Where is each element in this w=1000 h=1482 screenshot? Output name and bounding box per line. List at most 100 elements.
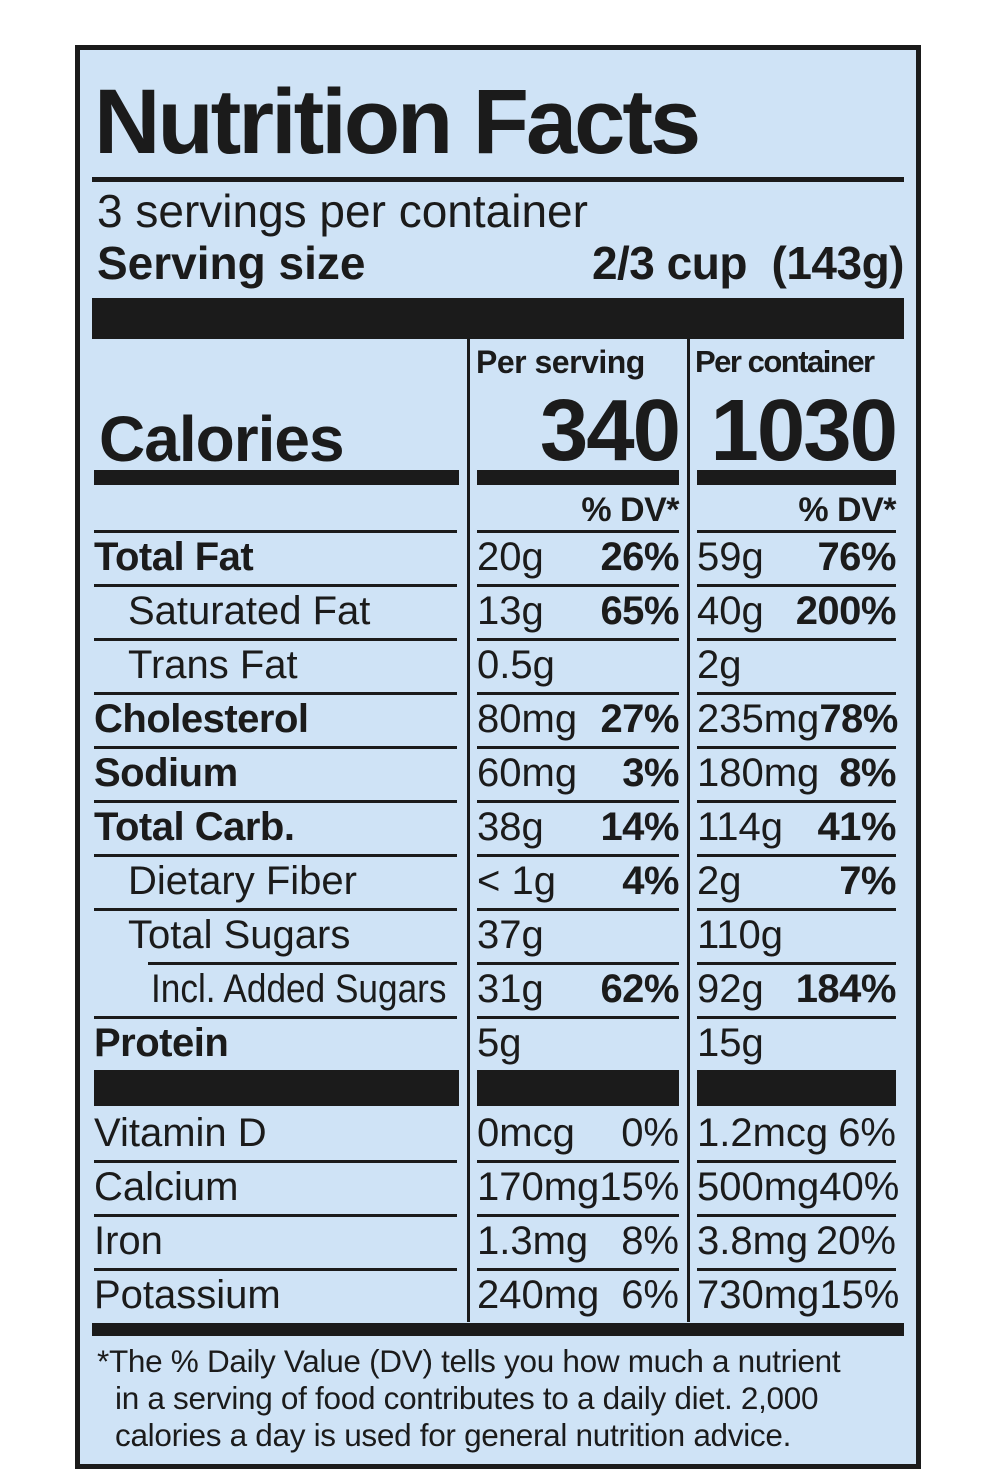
nutrient-dv-per-container: 7% [839, 859, 896, 903]
per-container-header: Per container [695, 344, 875, 379]
nutrient-dv-per-container: 40% [819, 1165, 900, 1209]
column-divider-2 [687, 339, 690, 1322]
nutrient-amount-per-serving: 60mg [477, 751, 578, 795]
calories-underbar-left [94, 470, 459, 485]
nutrient-name: Calcium [94, 1165, 239, 1209]
nutrient-amount-per-serving: 0.5g [477, 643, 555, 687]
nutrient-dv-per-container: 8% [839, 751, 896, 795]
nutrient-dv-per-serving: 27% [600, 697, 679, 741]
nutrient-amount-per-container: 2g [697, 643, 742, 687]
nutrient-name: Total Sugars [128, 913, 351, 957]
nutrient-dv-per-serving: 6% [621, 1273, 679, 1317]
nutrient-amount-per-serving: 20g [477, 535, 544, 579]
nutrient-amount-per-container: 3.8mg [697, 1219, 809, 1263]
nutrient-dv-per-serving: 65% [600, 589, 679, 633]
label-grid-area: Calories Per serving 340 Per container 1… [92, 339, 904, 1322]
nutrient-dv-per-container: 41% [817, 805, 896, 849]
nutrient-row: Total Fat 20g 26% 59g 76% [92, 530, 904, 584]
nutrient-dv-per-container: 78% [819, 697, 898, 741]
calories-per-container-column: Per container 1030 [687, 339, 904, 480]
nutrient-amount-per-serving: 240mg [477, 1273, 600, 1317]
nutrient-dv-per-container: 184% [795, 967, 897, 1011]
nutrient-dv-per-serving: 8% [621, 1219, 679, 1263]
vitamin-rows: Vitamin D 0mcg 0% 1.2mcg 6% Calcium 170m… [92, 1106, 904, 1322]
nutrient-dv-per-serving: 26% [600, 535, 679, 579]
nutrient-dv-per-container: 200% [795, 589, 897, 633]
header-thick-bar [92, 298, 904, 339]
nutrient-dv-per-container: 6% [838, 1111, 896, 1155]
nutrient-row: Total Sugars 37g 110g [92, 908, 904, 962]
nutrient-dv-per-serving: 4% [622, 859, 679, 903]
serving-size-label: Serving size [97, 237, 366, 289]
nutrient-amount-per-container: 92g [697, 967, 764, 1011]
daily-value-header-row: % DV* % DV* [92, 485, 904, 530]
calories-per-serving-column: Per serving 340 [467, 339, 687, 474]
nutrient-dv-per-container: 15% [819, 1273, 900, 1317]
calories-per-container-value: 1030 [710, 382, 898, 480]
section-bar-serving [477, 1070, 679, 1106]
nutrient-dv-per-serving: 14% [600, 805, 679, 849]
nutrient-row: Vitamin D 0mcg 0% 1.2mcg 6% [92, 1106, 904, 1160]
footnote: *The % Daily Value (DV) tells you how mu… [97, 1343, 904, 1454]
nutrient-row: Potassium 240mg 6% 730mg 15% [92, 1268, 904, 1322]
nutrient-row: Dietary Fiber < 1g 4% 2g 7% [92, 854, 904, 908]
nutrient-name: Dietary Fiber [128, 859, 357, 903]
nutrient-amount-per-serving: 170mg [477, 1165, 600, 1209]
nutrient-dv-per-serving: 3% [622, 751, 679, 795]
nutrient-name: Total Carb. [94, 805, 295, 849]
nutrient-amount-per-serving: < 1g [477, 859, 556, 903]
section-bar-left [94, 1070, 459, 1106]
nutrient-name: Protein [94, 1021, 229, 1065]
nutrient-row: Incl. Added Sugars 31g 62% 92g 184% [92, 962, 904, 1016]
section-bar-container [697, 1070, 896, 1106]
nutrient-name: Iron [94, 1219, 163, 1263]
nutrient-amount-per-serving: 0mcg [477, 1111, 575, 1155]
nutrient-row: Cholesterol 80mg 27% 235mg 78% [92, 692, 904, 746]
nutrient-amount-per-container: 40g [697, 589, 764, 633]
nutrient-name: Total Fat [94, 535, 254, 579]
nutrient-row: Saturated Fat 13g 65% 40g 200% [92, 584, 904, 638]
nutrient-amount-per-serving: 13g [477, 589, 544, 633]
nutrient-dv-per-serving: 62% [600, 967, 679, 1011]
nutrient-row: Total Carb. 38g 14% 114g 41% [92, 800, 904, 854]
nutrient-dv-per-container: 76% [817, 535, 896, 579]
nutrient-name: Potassium [94, 1273, 281, 1317]
nutrient-amount-per-serving: 5g [477, 1021, 522, 1065]
title-rule [92, 177, 904, 182]
nutrient-amount-per-container: 1.2mcg [697, 1111, 829, 1155]
calories-underbar-serving [477, 470, 679, 485]
nutrient-amount-per-container: 730mg [697, 1273, 820, 1317]
nutrient-row: Sodium 60mg 3% 180mg 8% [92, 746, 904, 800]
nutrient-name: Incl. Added Sugars [151, 967, 447, 1011]
per-serving-header: Per serving [476, 344, 645, 380]
nutrient-row: Calcium 170mg 15% 500mg 40% [92, 1160, 904, 1214]
nutrient-amount-per-container: 180mg [697, 751, 820, 795]
serving-size-row: Serving size 2/3 cup (143g) [92, 237, 905, 289]
calories-underbar-container [697, 470, 896, 485]
section-thick-bars [92, 1070, 904, 1106]
nutrient-rows: Total Fat 20g 26% 59g 76% Saturated Fat … [92, 530, 904, 1070]
nutrient-amount-per-serving: 31g [477, 967, 544, 1011]
nutrient-amount-per-container: 110g [697, 913, 784, 957]
nutrient-amount-per-container: 59g [697, 535, 764, 579]
footnote-line: *The % Daily Value (DV) tells you how mu… [97, 1343, 841, 1379]
nutrient-name: Sodium [94, 751, 238, 795]
column-divider-1 [467, 339, 470, 1322]
nutrient-amount-per-container: 114g [697, 805, 784, 849]
servings-per-container: 3 servings per container [97, 185, 588, 237]
dv-header-serving: % DV* [581, 491, 679, 529]
nutrient-amount-per-serving: 1.3mg [477, 1219, 589, 1263]
nutrient-amount-per-container: 235mg [697, 697, 820, 741]
nutrient-name: Saturated Fat [128, 589, 371, 633]
nutrient-dv-per-serving: 0% [621, 1111, 679, 1155]
nutrient-row: Iron 1.3mg 8% 3.8mg 20% [92, 1214, 904, 1268]
nutrient-amount-per-container: 2g [697, 859, 742, 903]
dv-header-container: % DV* [798, 491, 896, 529]
nutrient-dv-per-container: 20% [815, 1219, 896, 1263]
nutrient-amount-per-container: 15g [697, 1021, 764, 1065]
serving-size-value: 2/3 cup (143g) [591, 237, 905, 289]
nutrient-amount-per-serving: 37g [477, 913, 544, 957]
nutrient-amount-per-container: 500mg [697, 1165, 820, 1209]
nutrient-dv-per-serving: 15% [599, 1165, 680, 1209]
